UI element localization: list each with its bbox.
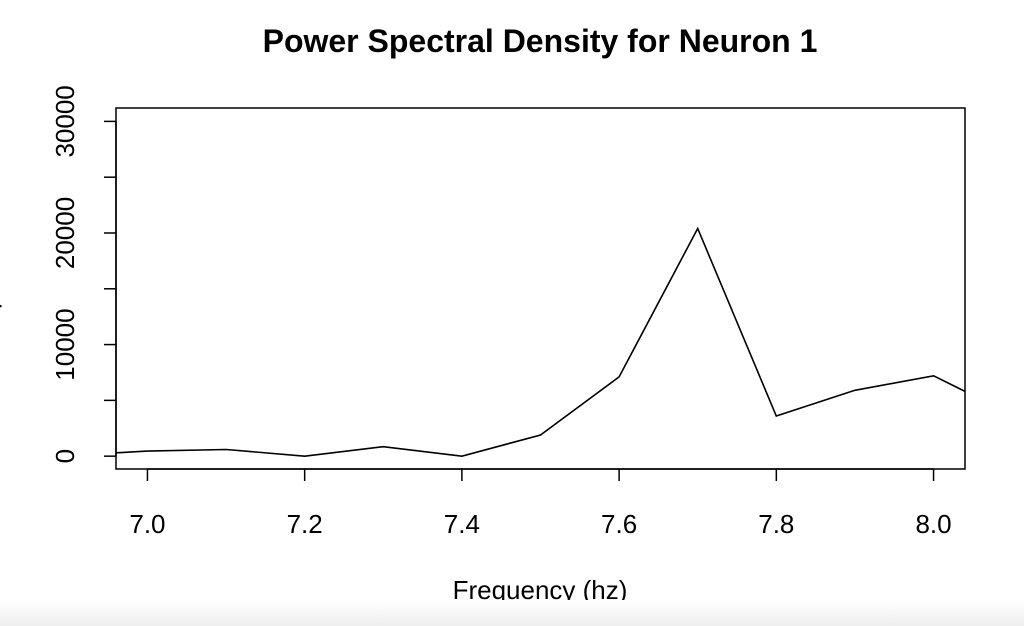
x-axis: 7.0 7.2 7.4 7.6 7.8 8.0 — [129, 468, 952, 539]
x-tick-label: 8.0 — [915, 509, 951, 539]
x-tick-label: 7.8 — [758, 509, 794, 539]
x-tick-label: 7.0 — [129, 509, 165, 539]
y-tick-label: 30000 — [50, 85, 80, 157]
y-tick-label: 10000 — [50, 308, 80, 380]
bottom-fade — [0, 600, 1024, 626]
y-tick-label: 0 — [50, 449, 80, 463]
psd-series-line — [115, 226, 966, 458]
y-axis-label: psd — [0, 267, 2, 309]
x-tick-label: 7.4 — [444, 509, 480, 539]
chart-title: Power Spectral Density for Neuron 1 — [263, 23, 818, 59]
y-tick-label: 20000 — [50, 197, 80, 269]
plot-frame — [115, 107, 966, 470]
y-axis: 0 10000 20000 30000 — [50, 85, 117, 463]
x-tick-label: 7.6 — [601, 509, 637, 539]
x-tick-label: 7.2 — [287, 509, 323, 539]
